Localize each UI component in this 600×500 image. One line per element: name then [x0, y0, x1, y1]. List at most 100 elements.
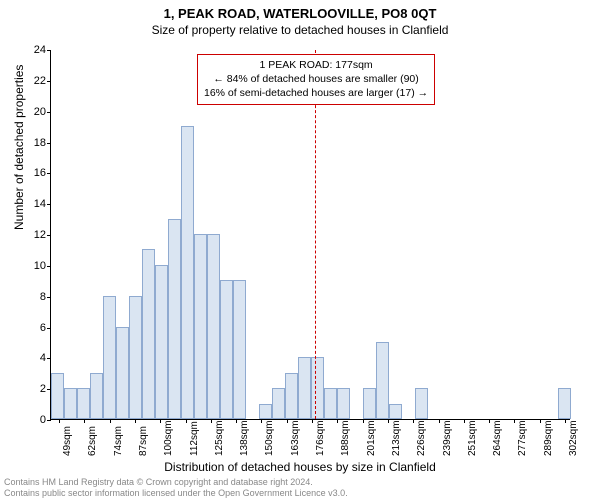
- x-tick-mark: [514, 419, 515, 423]
- x-tick-mark: [388, 419, 389, 423]
- x-tick-label: 289sqm: [543, 420, 554, 456]
- histogram-bar: [220, 280, 233, 419]
- y-tick-mark: [47, 143, 51, 144]
- x-tick-mark: [363, 419, 364, 423]
- x-tick-label: 251sqm: [467, 420, 478, 456]
- histogram-bar: [363, 388, 376, 419]
- histogram-bar: [77, 388, 90, 419]
- y-tick-label: 12: [21, 229, 46, 241]
- histogram-bar: [259, 404, 272, 419]
- x-tick-mark: [186, 419, 187, 423]
- y-tick-mark: [47, 420, 51, 421]
- chart-area: 02468101214161820222449sqm62sqm74sqm87sq…: [50, 50, 570, 420]
- footer-line-2: Contains public sector information licen…: [4, 488, 348, 499]
- x-axis-label: Distribution of detached houses by size …: [0, 460, 600, 474]
- page-title: 1, PEAK ROAD, WATERLOOVILLE, PO8 0QT: [0, 0, 600, 21]
- x-tick-label: 150sqm: [264, 420, 275, 456]
- histogram-bar: [415, 388, 428, 419]
- annotation-line: ← 84% of detached houses are smaller (90…: [204, 72, 428, 86]
- x-tick-label: 112sqm: [189, 421, 200, 456]
- x-tick-label: 264sqm: [492, 420, 503, 456]
- histogram-bar: [272, 388, 285, 419]
- x-tick-mark: [59, 419, 60, 423]
- histogram-bar: [233, 280, 246, 419]
- histogram-bar: [90, 373, 103, 419]
- x-tick-label: 74sqm: [113, 426, 124, 456]
- y-tick-mark: [47, 328, 51, 329]
- histogram-bar: [64, 388, 77, 419]
- x-tick-mark: [312, 419, 313, 423]
- x-tick-mark: [211, 419, 212, 423]
- x-tick-label: 125sqm: [214, 420, 225, 456]
- y-tick-mark: [47, 297, 51, 298]
- x-tick-mark: [287, 419, 288, 423]
- x-tick-label: 201sqm: [366, 420, 377, 456]
- histogram-bar: [194, 234, 207, 419]
- x-tick-mark: [464, 419, 465, 423]
- x-tick-mark: [135, 419, 136, 423]
- x-tick-label: 188sqm: [340, 420, 351, 456]
- histogram-bar: [298, 357, 311, 419]
- y-tick-label: 24: [21, 44, 46, 56]
- histogram-bar: [155, 265, 168, 419]
- histogram-bar: [168, 219, 181, 419]
- y-tick-label: 22: [21, 75, 46, 87]
- histogram-bar: [207, 234, 220, 419]
- x-tick-mark: [236, 419, 237, 423]
- y-tick-label: 2: [21, 383, 46, 395]
- y-tick-mark: [47, 266, 51, 267]
- x-tick-label: 226sqm: [416, 420, 427, 456]
- x-tick-mark: [540, 419, 541, 423]
- x-tick-mark: [84, 419, 85, 423]
- histogram-bar: [181, 126, 194, 419]
- x-tick-mark: [565, 419, 566, 423]
- x-tick-label: 302sqm: [568, 420, 579, 456]
- histogram-bar: [324, 388, 337, 419]
- x-tick-label: 49sqm: [62, 426, 73, 456]
- annotation-line: 1 PEAK ROAD: 177sqm: [204, 58, 428, 72]
- y-tick-label: 20: [21, 106, 46, 118]
- x-tick-mark: [160, 419, 161, 423]
- y-tick-mark: [47, 204, 51, 205]
- footer-attribution: Contains HM Land Registry data © Crown c…: [4, 477, 348, 499]
- histogram-bar: [376, 342, 389, 419]
- y-tick-mark: [47, 235, 51, 236]
- y-tick-mark: [47, 358, 51, 359]
- y-tick-mark: [47, 173, 51, 174]
- annotation-box: 1 PEAK ROAD: 177sqm← 84% of detached hou…: [197, 54, 435, 105]
- histogram-bar: [285, 373, 298, 419]
- y-tick-label: 14: [21, 198, 46, 210]
- x-tick-label: 87sqm: [138, 426, 149, 456]
- histogram-bar: [103, 296, 116, 419]
- y-tick-label: 6: [21, 322, 46, 334]
- y-tick-mark: [47, 50, 51, 51]
- y-tick-label: 8: [21, 291, 46, 303]
- x-tick-label: 163sqm: [290, 420, 301, 456]
- histogram-bar: [129, 296, 142, 419]
- x-tick-label: 239sqm: [442, 420, 453, 456]
- footer-line-1: Contains HM Land Registry data © Crown c…: [4, 477, 348, 488]
- histogram-bar: [311, 357, 324, 419]
- histogram-bar: [116, 327, 129, 420]
- x-tick-label: 176sqm: [315, 420, 326, 456]
- y-tick-label: 0: [21, 414, 46, 426]
- x-tick-label: 62sqm: [87, 426, 98, 456]
- y-tick-label: 10: [21, 260, 46, 272]
- x-tick-mark: [489, 419, 490, 423]
- x-tick-mark: [337, 419, 338, 423]
- x-tick-label: 138sqm: [239, 420, 250, 456]
- x-tick-label: 277sqm: [517, 420, 528, 456]
- y-tick-label: 18: [21, 137, 46, 149]
- histogram-bar: [142, 249, 155, 419]
- y-tick-label: 4: [21, 352, 46, 364]
- x-tick-mark: [439, 419, 440, 423]
- x-tick-mark: [261, 419, 262, 423]
- y-tick-label: 16: [21, 167, 46, 179]
- y-tick-mark: [47, 112, 51, 113]
- page-subtitle: Size of property relative to detached ho…: [0, 21, 600, 37]
- histogram-bar: [389, 404, 402, 419]
- histogram-bar: [558, 388, 571, 419]
- x-tick-label: 213sqm: [391, 420, 402, 456]
- histogram-bar: [51, 373, 64, 419]
- x-tick-label: 100sqm: [163, 420, 174, 456]
